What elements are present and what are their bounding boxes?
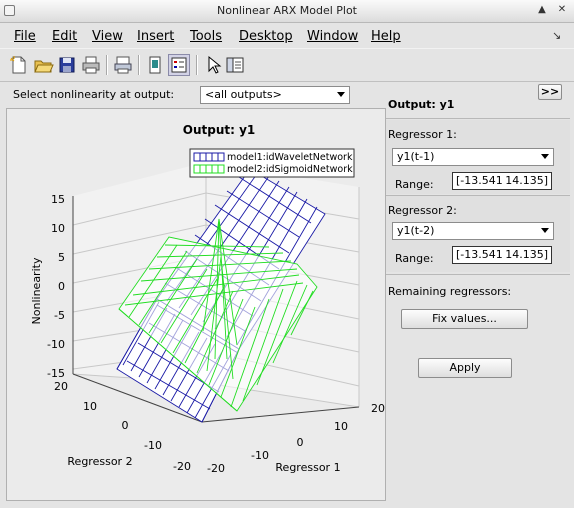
fix-values-button[interactable]: Fix values... bbox=[401, 309, 528, 329]
nonlinearity-3d-axes[interactable]: Output: y1 model1:idWaveletNetwork model… bbox=[7, 109, 385, 500]
menu-window-label: Window bbox=[307, 29, 359, 44]
apply-button[interactable]: Apply bbox=[418, 358, 512, 378]
y-tick: -20 bbox=[173, 460, 191, 473]
chevron-down-icon bbox=[541, 154, 549, 159]
divider bbox=[386, 195, 570, 196]
output-select-value: <all outputs> bbox=[205, 88, 282, 101]
x-tick: -10 bbox=[251, 449, 269, 462]
regressor2-range-min: [-13.541 bbox=[456, 248, 503, 261]
y-tick: 0 bbox=[122, 419, 129, 432]
menu-desktop[interactable]: Desktop bbox=[239, 29, 293, 44]
menu-edit-label: Edit bbox=[52, 29, 78, 44]
y-tick: -10 bbox=[144, 439, 162, 452]
z-axis-ticks: 15 10 5 0 -5 -10 -15 bbox=[47, 193, 65, 380]
z-axis-label: Nonlinearity bbox=[30, 257, 43, 324]
menu-edit[interactable]: Edit bbox=[52, 29, 77, 44]
output-title: Output: y1 bbox=[388, 98, 455, 111]
regressor1-range-min: [-13.541 bbox=[456, 174, 503, 187]
regressor2-dropdown[interactable]: y1(t-2) bbox=[392, 222, 554, 240]
toolbar-separator bbox=[106, 55, 108, 75]
x-tick: 10 bbox=[334, 420, 348, 433]
print-preview-icon[interactable] bbox=[112, 54, 134, 76]
toolbar-separator bbox=[196, 55, 198, 75]
toolbar-separator bbox=[138, 55, 140, 75]
menu-desktop-label: Desktop bbox=[239, 29, 293, 44]
menu-insert[interactable]: Insert bbox=[137, 29, 174, 44]
x-tick: -20 bbox=[207, 462, 225, 475]
regressor2-range-max: 14.135] bbox=[505, 248, 548, 261]
regressor-panel: >> Output: y1 Regressor 1: y1(t-1) Range… bbox=[386, 82, 570, 502]
legend-swatch-model2 bbox=[193, 164, 225, 174]
legend-swatch-model1 bbox=[193, 152, 225, 162]
legend-label-model2: model2:idSigmoidNetwork bbox=[227, 164, 353, 175]
plot-legend[interactable]: model1:idWaveletNetwork model2:idSigmoid… bbox=[189, 148, 355, 178]
output-select-label: Select nonlinearity at output: bbox=[13, 88, 175, 101]
menu-tools[interactable]: Tools bbox=[190, 29, 222, 44]
regressor1-range-max: 14.135] bbox=[505, 174, 548, 187]
y-tick: 20 bbox=[54, 380, 68, 393]
legend-label-model1: model1:idWaveletNetwork bbox=[227, 152, 353, 163]
toolbar bbox=[0, 48, 574, 82]
regressor1-label: Regressor 1: bbox=[388, 128, 457, 141]
close-icon[interactable]: ✕ bbox=[557, 4, 567, 15]
z-tick: 15 bbox=[51, 193, 65, 206]
open-folder-icon[interactable] bbox=[32, 54, 54, 76]
regressor1-dropdown[interactable]: y1(t-1) bbox=[392, 148, 554, 166]
regressor2-range-field[interactable]: [-13.541 14.135] bbox=[452, 246, 552, 264]
chevron-down-icon bbox=[541, 228, 549, 233]
divider bbox=[386, 118, 570, 119]
window-titlebar: Nonlinear ARX Model Plot ▲ ✕ bbox=[0, 0, 574, 23]
z-tick: -15 bbox=[47, 367, 65, 380]
output-select-dropdown[interactable]: <all outputs> bbox=[200, 86, 350, 104]
regressor1-range-field[interactable]: [-13.541 14.135] bbox=[452, 172, 552, 190]
legend-hatch-model1 bbox=[199, 153, 219, 161]
regressor2-range-label: Range: bbox=[395, 252, 434, 265]
x-tick: 20 bbox=[371, 402, 385, 415]
regressor1-range-label: Range: bbox=[395, 178, 434, 191]
chevron-down-icon bbox=[337, 92, 345, 97]
menu-view-label: View bbox=[92, 29, 123, 44]
link-plot-icon[interactable] bbox=[144, 54, 166, 76]
print-icon[interactable] bbox=[80, 54, 102, 76]
window-title: Nonlinear ARX Model Plot bbox=[217, 4, 357, 17]
window-menu-icon[interactable] bbox=[4, 5, 15, 16]
z-tick: -10 bbox=[47, 338, 65, 351]
z-tick: 0 bbox=[58, 280, 65, 293]
menu-file[interactable]: File bbox=[14, 29, 36, 44]
plot-panel: Output: y1 model1:idWaveletNetwork model… bbox=[6, 108, 386, 501]
expand-panel-button[interactable]: >> bbox=[538, 84, 562, 100]
menu-view[interactable]: View bbox=[92, 29, 123, 44]
divider bbox=[386, 274, 570, 275]
legend-hatch-model2 bbox=[199, 165, 219, 173]
pointer-icon[interactable] bbox=[202, 54, 224, 76]
x-axis-ticks: -20 -10 0 10 20 bbox=[207, 402, 385, 475]
x-tick: 0 bbox=[297, 436, 304, 449]
remaining-regressors-label: Remaining regressors: bbox=[388, 285, 512, 298]
menu-tools-label: Tools bbox=[190, 29, 223, 44]
z-tick: 5 bbox=[58, 251, 65, 264]
surface-model2 bbox=[118, 218, 318, 412]
z-tick: -5 bbox=[54, 309, 65, 322]
y-axis-ticks: 20 10 0 -10 -20 bbox=[54, 380, 191, 473]
minimize-icon[interactable]: ▲ bbox=[538, 4, 546, 15]
save-icon[interactable] bbox=[56, 54, 78, 76]
legend-toggle-icon[interactable] bbox=[168, 54, 190, 76]
y-tick: 10 bbox=[83, 400, 97, 413]
menu-window[interactable]: Window bbox=[307, 29, 358, 44]
property-editor-icon[interactable] bbox=[224, 54, 246, 76]
menu-file-label: File bbox=[14, 29, 36, 44]
y-axis-label: Regressor 2 bbox=[67, 455, 132, 468]
x-axis-label: Regressor 1 bbox=[275, 461, 340, 474]
regressor1-value: y1(t-1) bbox=[397, 150, 435, 163]
menu-help-label: Help bbox=[371, 29, 401, 44]
dock-icon[interactable]: ↘ bbox=[552, 29, 562, 42]
regressor2-value: y1(t-2) bbox=[397, 224, 435, 237]
menu-help[interactable]: Help bbox=[371, 29, 401, 44]
menu-bar: File Edit View Insert Tools Desktop Wind… bbox=[0, 23, 574, 47]
plot-title: Output: y1 bbox=[183, 123, 256, 137]
z-tick: 10 bbox=[51, 222, 65, 235]
menu-insert-label: Insert bbox=[137, 29, 175, 44]
regressor2-label: Regressor 2: bbox=[388, 204, 457, 217]
new-figure-icon[interactable] bbox=[8, 54, 30, 76]
